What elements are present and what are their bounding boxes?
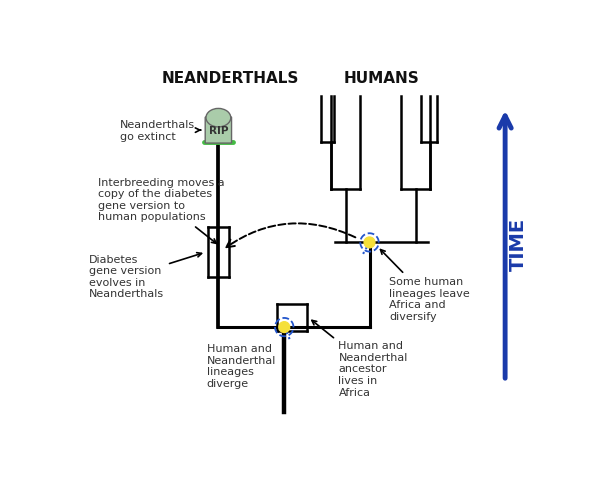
Text: Diabetes
gene version
evolves in
Neanderthals: Diabetes gene version evolves in Neander… — [89, 252, 202, 300]
Text: HUMANS: HUMANS — [343, 71, 419, 86]
Text: NEANDERTHALS: NEANDERTHALS — [161, 71, 299, 86]
Text: RIP: RIP — [209, 126, 228, 136]
FancyBboxPatch shape — [205, 117, 232, 143]
Text: TIME: TIME — [509, 217, 528, 271]
Circle shape — [279, 322, 290, 333]
Text: Human and
Neanderthal
ancestor
lives in
Africa: Human and Neanderthal ancestor lives in … — [312, 320, 408, 397]
FancyArrowPatch shape — [226, 223, 355, 247]
Text: Human and
Neanderthal
lineages
diverge: Human and Neanderthal lineages diverge — [207, 344, 276, 389]
Ellipse shape — [206, 108, 231, 127]
Circle shape — [364, 237, 375, 248]
Text: Interbreeding moves a
copy of the diabetes
gene version to
human populations: Interbreeding moves a copy of the diabet… — [98, 178, 225, 243]
Text: Neanderthals
go extinct: Neanderthals go extinct — [120, 120, 201, 142]
Text: Some human
lineages leave
Africa and
diversify: Some human lineages leave Africa and div… — [380, 250, 470, 322]
